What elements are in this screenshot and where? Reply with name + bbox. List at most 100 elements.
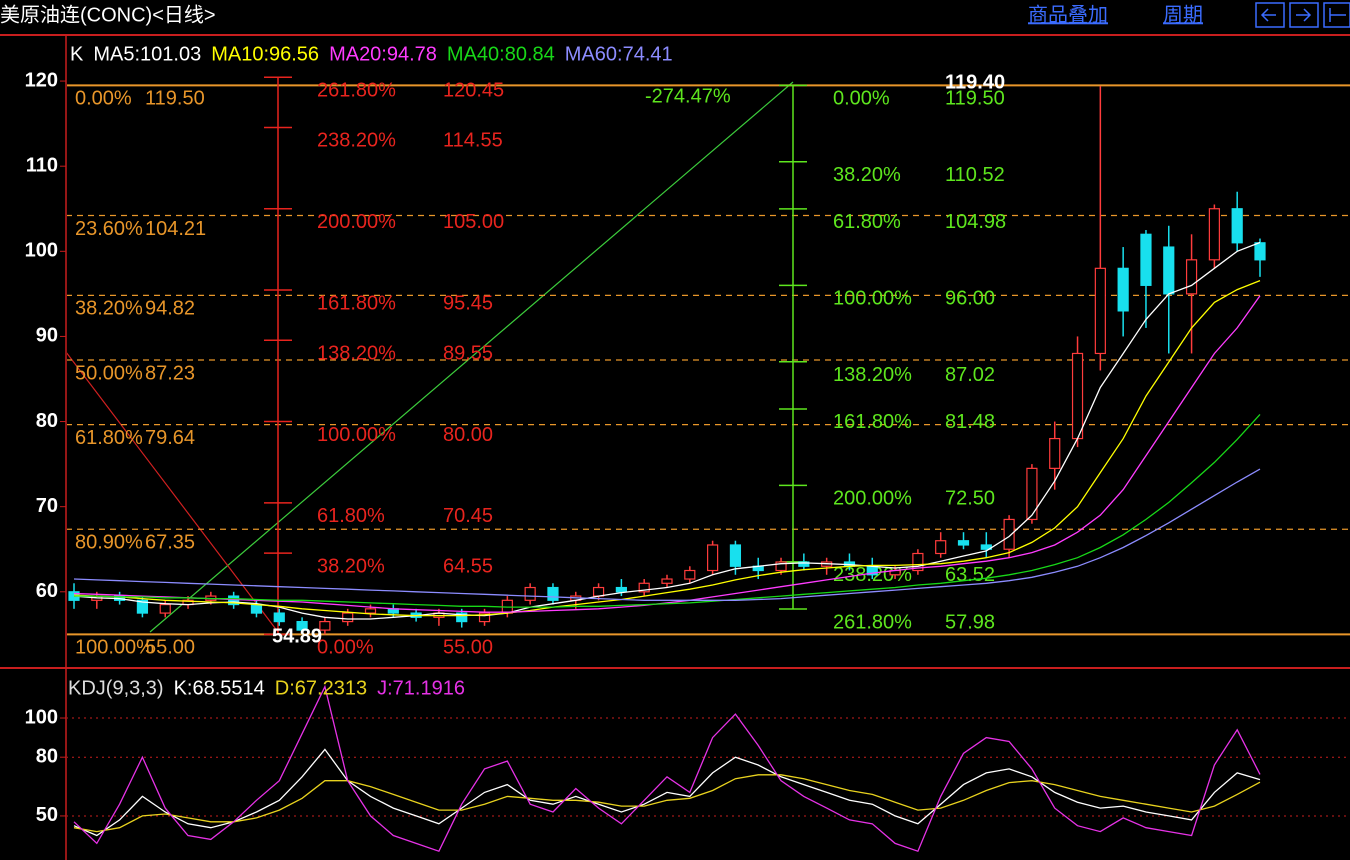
candle-body [638, 582, 650, 593]
candle-body [729, 544, 742, 567]
legend-entry: J:71.1916 [377, 677, 465, 699]
fib-ratio: 0.00% [75, 88, 132, 110]
fib-ratio: 61.80% [833, 211, 901, 233]
y-tick-label: 90 [36, 325, 58, 347]
fib-price: 55.00 [443, 637, 493, 659]
fib-ratio: 50.00% [75, 362, 143, 384]
fib-price: 81.48 [945, 411, 995, 433]
y-tick-label: 110 [26, 154, 58, 176]
candle-body [1094, 267, 1106, 355]
candle-body [1185, 259, 1198, 295]
y-tick-label: 80 [36, 745, 58, 767]
candle-body [250, 603, 263, 614]
candle-body [319, 620, 331, 631]
nav-buttons[interactable] [1255, 2, 1350, 28]
fib-price: 64.55 [443, 555, 493, 577]
ma-line [73, 279, 1261, 617]
fib-price: 87.23 [145, 362, 195, 384]
fib-price: 104.21 [145, 218, 206, 240]
candle-body [296, 620, 308, 631]
fib-ratio: 0.00% [833, 88, 890, 110]
fib-price: 80.00 [443, 424, 493, 446]
candle-body [707, 544, 719, 572]
candle-body [136, 599, 149, 614]
candle-body [1026, 467, 1038, 521]
price-panel: 0.00% 119.50 23.60% 104.21 38.20% 94.82 50.00%… [67, 76, 1350, 659]
fib-ratio: 100.00% [317, 424, 396, 446]
fib-price: 79.64 [145, 427, 195, 449]
candle-body [342, 612, 354, 623]
candle-body [547, 586, 559, 601]
legend-entry: MA60:74.41 [565, 43, 673, 65]
fib-price: 67.35 [145, 532, 195, 554]
candle-body [1071, 352, 1084, 440]
fib-price: 110.52 [945, 164, 1005, 186]
fib-ratio: 238.20% [317, 130, 396, 152]
ma-line [74, 413, 1261, 608]
legend-entry: K [70, 43, 84, 65]
y-tick-label: 50 [36, 804, 58, 826]
candle-body [661, 578, 673, 584]
candle-body [1140, 233, 1152, 286]
fib-price: 94.82 [145, 298, 195, 320]
annotation: -274.47% [645, 85, 731, 107]
fib-price: 119.50 [945, 88, 1005, 110]
fib-ratio: 261.80% [317, 80, 396, 102]
legend-entry: MA10:96.56 [211, 43, 319, 65]
fib-price: 114.55 [443, 130, 503, 152]
candle-body [524, 586, 536, 601]
fib-ratio: 261.80% [833, 611, 912, 633]
candle-body [273, 612, 285, 623]
y-tick-label: 80 [36, 410, 58, 432]
candle-body [1049, 437, 1061, 469]
indicator-line [73, 774, 1261, 833]
candle-body [798, 561, 810, 567]
legend-entry: MA40:80.84 [447, 43, 555, 65]
legend-entry: D:67.2313 [275, 677, 367, 699]
indicator-line [73, 684, 1261, 853]
fib-ratio: 200.00% [317, 211, 396, 233]
fib-ratio: 100.00% [75, 637, 154, 659]
fib-price: 120.45 [443, 80, 504, 102]
indicator-line [73, 748, 1261, 837]
candle-body [159, 603, 171, 614]
candle-body [1254, 242, 1266, 261]
fib-price: 55.00 [145, 637, 195, 659]
candle-body [935, 540, 947, 555]
fib-ratio: 23.60% [75, 218, 143, 240]
candle-body [364, 608, 377, 614]
candle-body [592, 586, 605, 597]
fib-price: 119.50 [145, 88, 205, 110]
fib-price: 95.45 [443, 292, 493, 314]
period-link[interactable]: 周期 [1163, 4, 1203, 26]
candle-body [1163, 246, 1175, 295]
y-tick-label: 100 [25, 706, 58, 728]
candle-body [957, 540, 970, 546]
fib-ratio: 61.80% [317, 505, 385, 527]
ma-line [73, 468, 1261, 601]
fib-ratio: 80.90% [75, 532, 143, 554]
ma-line [73, 295, 1261, 613]
annotation: 119.40 [945, 71, 1005, 93]
fib-price: 104.98 [945, 211, 1006, 233]
legend-entry: K:68.5514 [174, 677, 265, 699]
fib-ratio: 61.80% [75, 427, 143, 449]
candle-body [1117, 267, 1129, 312]
fib-price: 63.52 [945, 564, 995, 586]
kdj-panel [67, 684, 1350, 853]
fib-price: 87.02 [945, 364, 995, 386]
fib-price: 96.00 [945, 288, 995, 310]
y-tick-label: 100 [25, 240, 58, 262]
legend-entry: MA5:101.03 [93, 43, 201, 65]
fib-ratio: 38.20% [833, 164, 901, 186]
overlay-link[interactable]: 商品叠加 [1028, 3, 1108, 26]
candle-body [684, 569, 696, 580]
legend-entry: KDJ(9,3,3) [68, 677, 164, 699]
fib-price: 105.00 [443, 211, 504, 233]
fib-ratio: 100.00% [833, 288, 912, 310]
candle-body [775, 561, 787, 572]
candle-body [478, 612, 491, 623]
fib-ratio: 200.00% [833, 488, 912, 510]
